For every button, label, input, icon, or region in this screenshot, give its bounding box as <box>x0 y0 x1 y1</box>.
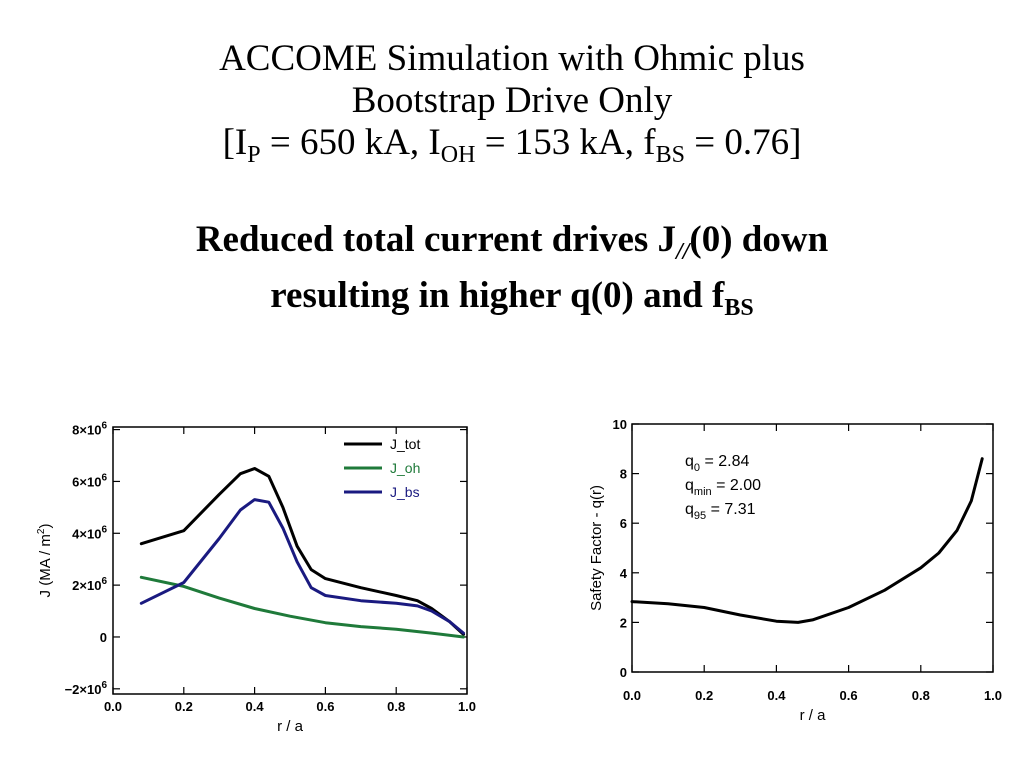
y-tick-mantissa: 2×10 <box>72 578 101 593</box>
y-axis-label-close: ) <box>37 524 54 529</box>
x-tick-label: 0.8 <box>387 699 405 714</box>
annotation-95: q95 = 7.31 <box>685 501 756 522</box>
title-fbs-subscript: BS <box>655 142 685 168</box>
y-tick-mantissa: 4×10 <box>72 526 101 541</box>
annotation-symbol: q <box>685 453 694 470</box>
y-tick-label: 2×106 <box>72 576 107 593</box>
subtitle-line1-a: Reduced total current drives J <box>195 219 677 260</box>
y-tick-label: 2 <box>620 615 627 630</box>
x-tick-label: 0.2 <box>695 688 713 703</box>
y-tick-mantissa: 8×10 <box>72 423 101 438</box>
plot-frame <box>112 426 468 695</box>
y-tick-exponent: 6 <box>101 524 107 535</box>
subtitle-line1-subscript: // <box>676 239 690 265</box>
y-tick-mantissa: 6×10 <box>72 474 101 489</box>
y-tick-mantissa: 0 <box>100 630 107 645</box>
legend-label-tot: J_tot <box>390 436 420 452</box>
y-tick-label: 8×106 <box>72 421 107 438</box>
x-tick-label: 1.0 <box>458 699 476 714</box>
y-tick-exponent: 6 <box>101 472 107 483</box>
plot-frame <box>631 423 994 673</box>
slide-subtitle: Reduced total current drives J//(0) down… <box>0 212 1024 324</box>
annotation-subscript: min <box>694 486 712 498</box>
y-tick-exponent: 6 <box>101 576 107 587</box>
subtitle-line-2: resulting in higher q(0) and fBS <box>0 268 1024 324</box>
x-tick-label: 0.8 <box>912 688 930 703</box>
y-tick-label: 4×106 <box>72 524 107 541</box>
y-axis-label-text: J (MA / m <box>37 534 54 597</box>
safety-factor-chart: 0.0 0.2 0.4 0.6 0.8 1.0 0 2 4 6 8 10 r / a Safety Fac… <box>588 417 1002 724</box>
annotation-value: = 2.84 <box>700 453 749 470</box>
subtitle-line2-subscript: BS <box>724 295 754 321</box>
title-line-3: [IP = 650 kA, IOH = 153 kA, fBS = 0.76] <box>0 122 1024 167</box>
title-line-2: Bootstrap Drive Only <box>351 80 673 121</box>
legend-label-oh: J_oh <box>390 460 420 476</box>
title-ioh-value: = 153 kA, f <box>475 122 656 163</box>
subtitle-line1-b: (0) down <box>689 219 829 260</box>
y-tick-label: 4 <box>620 566 628 581</box>
y-tick-label: −2×106 <box>65 680 108 697</box>
x-axis-label: r / a <box>277 718 303 735</box>
y-tick-label: 6 <box>620 516 627 531</box>
annotation-value: = 2.00 <box>712 477 761 494</box>
annotation-min: qmin = 2.00 <box>685 477 761 498</box>
title-ip-prefix: [I <box>222 122 248 163</box>
y-tick-exponent: 6 <box>101 680 107 691</box>
slide-title: ACCOME Simulation with Ohmic plus Bootst… <box>0 38 1024 167</box>
y-tick-label: 0 <box>100 630 107 645</box>
annotation-symbol: q <box>685 501 694 518</box>
x-axis-label: r / a <box>800 707 826 724</box>
y-axis-label: Safety Factor - q(r) <box>588 485 605 611</box>
current-density-chart: 0.0 0.2 0.4 0.6 0.8 1.0−2×10602×1064×1066×106… <box>36 421 476 735</box>
annotation-symbol: q <box>685 477 694 494</box>
y-axis-label-superscript: 2 <box>36 528 47 534</box>
title-line-1: ACCOME Simulation with Ohmic plus <box>219 38 805 79</box>
x-tick-label: 1.0 <box>984 688 1002 703</box>
y-tick-label: 6×106 <box>72 472 107 489</box>
y-axis-label: J (MA / m2) <box>36 524 54 598</box>
x-tick-label: 0.2 <box>175 699 193 714</box>
x-tick-label: 0.6 <box>840 688 858 703</box>
annotation-value: = 7.31 <box>706 501 755 518</box>
x-tick-label: 0.6 <box>316 699 334 714</box>
y-tick-label: 10 <box>613 417 627 432</box>
series-line-q <box>630 457 984 624</box>
series-line-j-oh <box>139 575 465 639</box>
legend-label-bs: J_bs <box>390 484 420 500</box>
y-tick-label: 8 <box>620 467 627 482</box>
y-tick-exponent: 6 <box>101 421 107 432</box>
title-fbs-value: = 0.76] <box>684 122 802 163</box>
x-tick-label: 0.0 <box>104 699 122 714</box>
subtitle-line2-a: resulting in higher q(0) and f <box>270 275 725 316</box>
annotation-subscript: 0 <box>694 462 700 474</box>
subtitle-line-1: Reduced total current drives J//(0) down <box>0 212 1024 268</box>
annotation-0: q0 = 2.84 <box>685 453 750 474</box>
annotation-subscript: 95 <box>694 510 706 522</box>
y-tick-label: 0 <box>620 665 627 680</box>
x-tick-label: 0.0 <box>623 688 641 703</box>
x-tick-label: 0.4 <box>246 699 265 714</box>
y-tick-mantissa: −2×10 <box>65 682 102 697</box>
x-tick-label: 0.4 <box>767 688 786 703</box>
series-line-j-bs <box>139 498 465 635</box>
title-ioh-subscript: OH <box>440 142 476 168</box>
title-ip-subscript: P <box>247 142 261 168</box>
title-ip-value: = 650 kA, I <box>260 122 441 163</box>
series-line-j-tot <box>139 467 465 636</box>
